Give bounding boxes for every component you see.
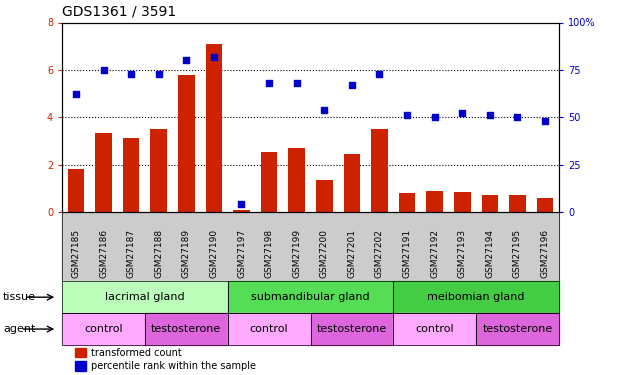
Text: percentile rank within the sample: percentile rank within the sample bbox=[91, 361, 256, 371]
Text: GSM27190: GSM27190 bbox=[209, 228, 219, 278]
Text: GSM27199: GSM27199 bbox=[292, 228, 301, 278]
Text: GSM27186: GSM27186 bbox=[99, 228, 108, 278]
Bar bbox=[206, 44, 222, 212]
Text: GSM27196: GSM27196 bbox=[541, 228, 550, 278]
Bar bbox=[95, 133, 112, 212]
Point bbox=[512, 114, 522, 120]
Bar bbox=[261, 152, 278, 212]
Bar bbox=[288, 148, 305, 212]
Bar bbox=[178, 75, 194, 212]
Text: GSM27187: GSM27187 bbox=[127, 228, 135, 278]
Text: GSM27189: GSM27189 bbox=[182, 228, 191, 278]
Point bbox=[292, 80, 302, 86]
Text: GSM27185: GSM27185 bbox=[71, 228, 80, 278]
Text: testosterone: testosterone bbox=[317, 324, 387, 334]
Point bbox=[126, 70, 136, 76]
Text: tissue: tissue bbox=[3, 292, 36, 302]
Text: transformed count: transformed count bbox=[91, 348, 181, 357]
Text: control: control bbox=[84, 324, 123, 334]
Text: GSM27198: GSM27198 bbox=[265, 228, 274, 278]
Text: GSM27192: GSM27192 bbox=[430, 228, 439, 278]
Point bbox=[457, 110, 467, 116]
Bar bbox=[68, 169, 84, 212]
Text: GSM27188: GSM27188 bbox=[154, 228, 163, 278]
Point bbox=[347, 82, 357, 88]
Text: GSM27191: GSM27191 bbox=[402, 228, 412, 278]
Bar bbox=[399, 193, 415, 212]
Point bbox=[430, 114, 440, 120]
Point bbox=[71, 92, 81, 98]
Point bbox=[402, 112, 412, 118]
Point bbox=[181, 57, 191, 63]
Bar bbox=[537, 198, 553, 212]
Bar bbox=[343, 154, 360, 212]
Text: lacrimal gland: lacrimal gland bbox=[105, 292, 184, 302]
Text: GSM27195: GSM27195 bbox=[513, 228, 522, 278]
Point bbox=[99, 67, 109, 73]
Point bbox=[154, 70, 164, 76]
Bar bbox=[454, 192, 471, 212]
Text: GSM27194: GSM27194 bbox=[486, 228, 494, 278]
Point bbox=[264, 80, 274, 86]
Text: GSM27201: GSM27201 bbox=[347, 228, 356, 278]
Text: meibomian gland: meibomian gland bbox=[427, 292, 525, 302]
Bar bbox=[509, 195, 526, 212]
Text: GSM27200: GSM27200 bbox=[320, 228, 329, 278]
Text: GSM27202: GSM27202 bbox=[375, 229, 384, 278]
Text: GSM27193: GSM27193 bbox=[458, 228, 467, 278]
Bar bbox=[427, 190, 443, 212]
Bar bbox=[150, 129, 167, 212]
Point bbox=[209, 54, 219, 60]
Bar bbox=[233, 210, 250, 212]
Text: submandibular gland: submandibular gland bbox=[251, 292, 370, 302]
Text: control: control bbox=[415, 324, 454, 334]
Text: testosterone: testosterone bbox=[483, 324, 553, 334]
Point bbox=[540, 118, 550, 124]
Bar bbox=[123, 138, 139, 212]
Text: agent: agent bbox=[3, 324, 35, 334]
Text: GDS1361 / 3591: GDS1361 / 3591 bbox=[62, 5, 176, 19]
Point bbox=[374, 70, 384, 76]
Text: GSM27197: GSM27197 bbox=[237, 228, 246, 278]
Bar bbox=[371, 129, 388, 212]
Bar bbox=[316, 180, 333, 212]
Bar bbox=[482, 195, 498, 212]
Point bbox=[485, 112, 495, 118]
Point bbox=[319, 106, 329, 112]
Text: control: control bbox=[250, 324, 288, 334]
Text: testosterone: testosterone bbox=[151, 324, 222, 334]
Point bbox=[237, 201, 247, 207]
